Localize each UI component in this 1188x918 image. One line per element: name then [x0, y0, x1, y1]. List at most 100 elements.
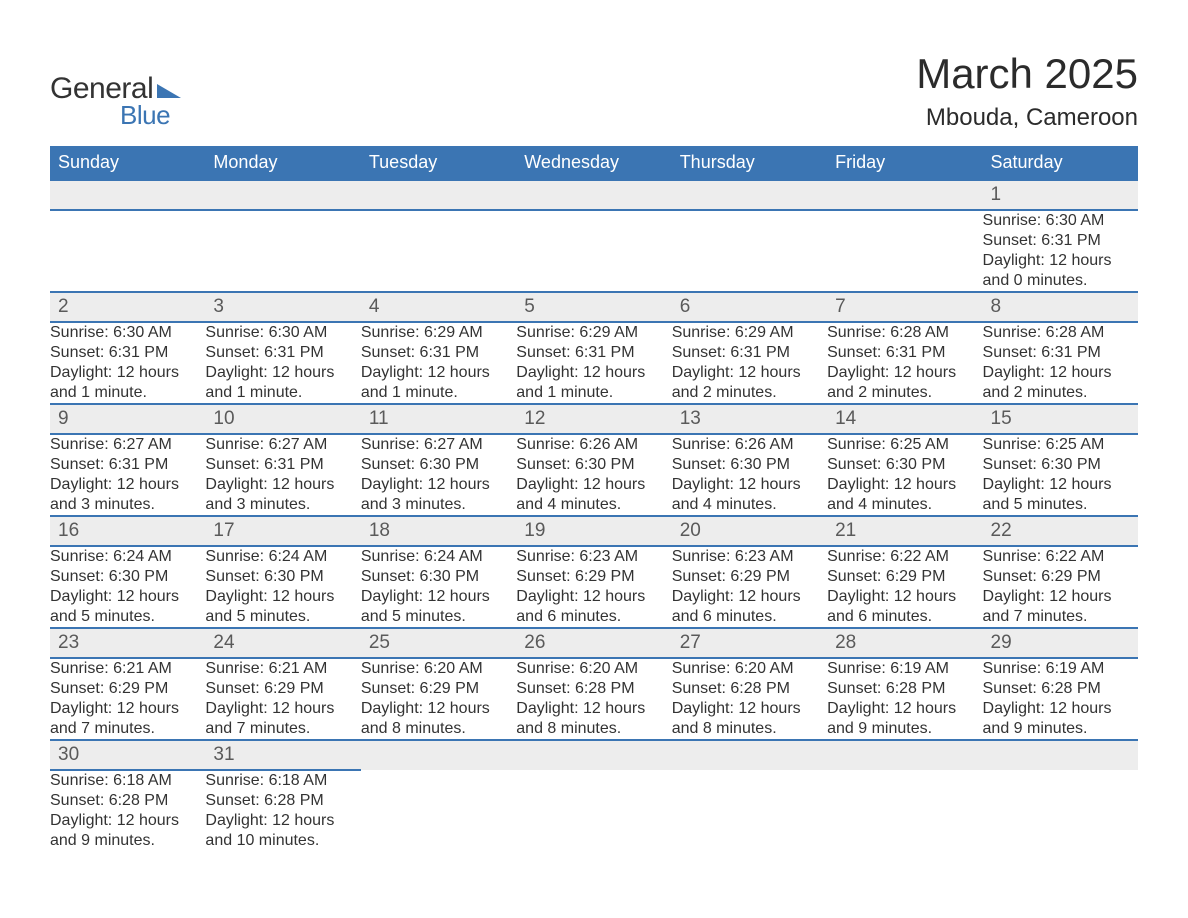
day-number: 18 — [361, 517, 516, 545]
day-details-cell: Sunrise: 6:23 AMSunset: 6:29 PMDaylight:… — [672, 546, 827, 628]
sunrise-text: Sunrise: 6:18 AM — [205, 771, 360, 791]
sunset-text: Sunset: 6:30 PM — [672, 455, 827, 475]
day-details-cell: Sunrise: 6:25 AMSunset: 6:30 PMDaylight:… — [827, 434, 982, 516]
day-number: 1 — [983, 181, 1138, 209]
daylight-text: and 1 minute. — [516, 383, 671, 403]
sunset-text: Sunset: 6:30 PM — [205, 567, 360, 587]
daylight-text: Daylight: 12 hours — [516, 587, 671, 607]
sunset-text: Sunset: 6:29 PM — [672, 567, 827, 587]
day-details-cell: Sunrise: 6:27 AMSunset: 6:31 PMDaylight:… — [205, 434, 360, 516]
day-details-cell: Sunrise: 6:27 AMSunset: 6:30 PMDaylight:… — [361, 434, 516, 516]
header: General Blue March 2025 Mbouda, Cameroon — [50, 50, 1138, 132]
daylight-text: Daylight: 12 hours — [672, 475, 827, 495]
day-number: 19 — [516, 517, 671, 545]
sunset-text: Sunset: 6:29 PM — [516, 567, 671, 587]
daylight-text: and 1 minute. — [205, 383, 360, 403]
weekday-header: Tuesday — [361, 146, 516, 180]
day-details-cell: Sunrise: 6:19 AMSunset: 6:28 PMDaylight:… — [827, 658, 982, 740]
daylight-text: and 9 minutes. — [50, 831, 205, 851]
details-row: Sunrise: 6:30 AMSunset: 6:31 PMDaylight:… — [50, 210, 1138, 292]
day-number: 12 — [516, 405, 671, 433]
day-number-cell — [50, 180, 205, 210]
sunset-text: Sunset: 6:31 PM — [205, 455, 360, 475]
daynum-row: 23242526272829 — [50, 628, 1138, 658]
daylight-text: and 8 minutes. — [672, 719, 827, 739]
daylight-text: and 5 minutes. — [361, 607, 516, 627]
sunrise-text: Sunrise: 6:19 AM — [827, 659, 982, 679]
day-number-cell: 6 — [672, 292, 827, 322]
sunset-text: Sunset: 6:28 PM — [672, 679, 827, 699]
day-details-cell: Sunrise: 6:22 AMSunset: 6:29 PMDaylight:… — [983, 546, 1138, 628]
daynum-row: 2345678 — [50, 292, 1138, 322]
weekday-header: Monday — [205, 146, 360, 180]
sunrise-text: Sunrise: 6:29 AM — [361, 323, 516, 343]
details-row: Sunrise: 6:24 AMSunset: 6:30 PM Daylight:… — [50, 546, 1138, 628]
sunrise-text: Sunrise: 6:28 AM — [983, 323, 1138, 343]
sunrise-text: Sunrise: 6:24 AM — [361, 547, 516, 567]
day-details-cell: Sunrise: 6:30 AMSunset: 6:31 PMDaylight:… — [205, 322, 360, 404]
sunset-text: Sunset: 6:31 PM — [50, 343, 205, 363]
sunset-text: Sunset: 6:30 PM — [516, 455, 671, 475]
sunrise-text: Sunrise: 6:22 AM — [827, 547, 982, 567]
day-number-cell: 10 — [205, 404, 360, 434]
day-details-cell: Sunrise: 6:21 AMSunset: 6:29 PMDaylight:… — [50, 658, 205, 740]
daylight-text: and 3 minutes. — [205, 495, 360, 515]
day-details-cell — [361, 210, 516, 292]
daylight-text: and 7 minutes. — [205, 719, 360, 739]
day-number-cell: 26 — [516, 628, 671, 658]
day-details-cell: Sunrise: 6:29 AMSunset: 6:31 PMDaylight:… — [672, 322, 827, 404]
day-details-cell: Sunrise: 6:21 AMSunset: 6:29 PMDaylight:… — [205, 658, 360, 740]
daylight-text: and 1 minute. — [361, 383, 516, 403]
sunrise-text: Sunrise: 6:26 AM — [672, 435, 827, 455]
daylight-text: and 2 minutes. — [983, 383, 1138, 403]
day-number-cell: 19 — [516, 516, 671, 546]
day-details-cell — [983, 770, 1138, 851]
day-number: 29 — [983, 629, 1138, 657]
daylight-text: Daylight: 12 hours — [672, 587, 827, 607]
day-number-cell: 22 — [983, 516, 1138, 546]
daylight-text: Daylight: 12 hours — [516, 475, 671, 495]
daylight-text: and 8 minutes. — [361, 719, 516, 739]
sunset-text: Sunset: 6:31 PM — [516, 343, 671, 363]
day-number-cell: 18 — [361, 516, 516, 546]
day-number-cell: 28 — [827, 628, 982, 658]
logo: General Blue — [50, 50, 181, 131]
daylight-text: and 3 minutes. — [50, 495, 205, 515]
day-number-cell — [827, 180, 982, 210]
daylight-text: and 5 minutes. — [983, 495, 1138, 515]
weekday-header: Saturday — [983, 146, 1138, 180]
daylight-text: and 9 minutes. — [827, 719, 982, 739]
sunset-text: Sunset: 6:29 PM — [50, 679, 205, 699]
day-number-cell: 3 — [205, 292, 360, 322]
sunrise-text: Sunrise: 6:26 AM — [516, 435, 671, 455]
day-details-cell: Sunrise: 6:30 AMSunset: 6:31 PMDaylight:… — [983, 210, 1138, 292]
day-details-cell — [827, 770, 982, 851]
calendar-body: 1 Sunrise: 6:30 AMSunset: 6:31 PMDayligh… — [50, 180, 1138, 851]
day-number-cell: 25 — [361, 628, 516, 658]
day-number: 21 — [827, 517, 982, 545]
day-details-cell: Sunrise: 6:18 AMSunset: 6:28 PMDaylight:… — [50, 770, 205, 851]
sunset-text: Sunset: 6:28 PM — [516, 679, 671, 699]
details-row: Sunrise: 6:30 AMSunset: 6:31 PMDaylight:… — [50, 322, 1138, 404]
day-details-cell: Sunrise: 6:23 AMSunset: 6:29 PMDaylight:… — [516, 546, 671, 628]
sunrise-text: Sunrise: 6:29 AM — [672, 323, 827, 343]
daylight-text: Daylight: 12 hours — [205, 699, 360, 719]
day-number-cell: 2 — [50, 292, 205, 322]
day-details-cell: Sunrise: 6:20 AMSunset: 6:29 PMDaylight:… — [361, 658, 516, 740]
daynum-row: 1 — [50, 180, 1138, 210]
sunset-text: Sunset: 6:31 PM — [983, 343, 1138, 363]
day-number-cell: 1 — [983, 180, 1138, 210]
sunset-text: Sunset: 6:31 PM — [205, 343, 360, 363]
day-details-cell: Sunrise: 6:20 AMSunset: 6:28 PMDaylight:… — [672, 658, 827, 740]
sunset-text: Sunset: 6:31 PM — [827, 343, 982, 363]
daylight-text: and 6 minutes. — [516, 607, 671, 627]
sunrise-text: Sunrise: 6:23 AM — [516, 547, 671, 567]
day-details-cell: Sunrise: 6:30 AMSunset: 6:31 PMDaylight:… — [50, 322, 205, 404]
sunset-text: Sunset: 6:28 PM — [827, 679, 982, 699]
day-number: 3 — [205, 293, 360, 321]
daylight-text: Daylight: 12 hours — [361, 363, 516, 383]
daylight-text: and 9 minutes. — [983, 719, 1138, 739]
day-number-cell: 23 — [50, 628, 205, 658]
day-details-cell: Sunrise: 6:24 AMSunset: 6:30 PMDaylight:… — [205, 546, 360, 628]
weekday-header: Thursday — [672, 146, 827, 180]
